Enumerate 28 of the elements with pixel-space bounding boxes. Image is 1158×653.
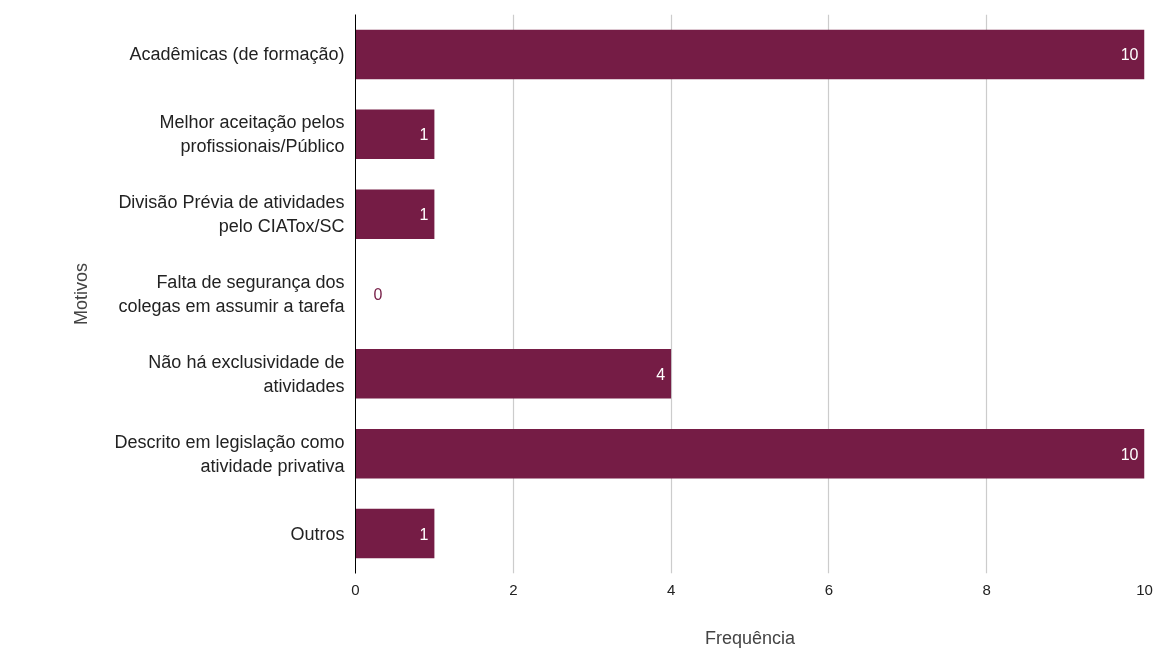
data-label: 1: [419, 126, 429, 144]
bar: [355, 349, 672, 399]
data-label: 1: [419, 206, 429, 224]
bar: [355, 508, 435, 559]
x-axis-title: Frequência: [704, 627, 797, 648]
bar: [355, 29, 1145, 80]
data-label: 0: [373, 286, 383, 303]
y-tick-label: Outros: [290, 523, 345, 544]
bar: [355, 109, 435, 160]
y-tick-label: Divisão Prévia de atividades pelo CIATox/SC: [118, 192, 345, 237]
x-tick-label: 8: [982, 580, 991, 598]
data-label: 4: [656, 365, 666, 383]
y-tick-label: Acadêmicas (de formação): [129, 44, 345, 65]
x-tick-label: 0: [351, 580, 360, 598]
x-tick-label: 6: [824, 580, 834, 598]
x-tick-label: 10: [1136, 580, 1153, 598]
y-tick-label: Não há exclusividade de atividades: [148, 351, 345, 396]
y-tick-label: Falta de segurança dos colegas em assumir a tarefa: [118, 272, 346, 316]
bar: [355, 428, 1145, 479]
x-tick-label: 2: [509, 580, 518, 598]
data-label: 10: [1120, 46, 1139, 64]
y-tick-label: Melhor aceitação pelos profissionais/Público: [159, 112, 345, 157]
data-label: 10: [1120, 445, 1139, 463]
y-tick-label: Descrito em legislação como atividade privativa: [114, 431, 346, 476]
bar: [355, 189, 435, 239]
data-label: 1: [419, 525, 429, 543]
x-tick-label: 4: [666, 580, 676, 598]
y-axis-title: Motivos: [71, 262, 92, 326]
